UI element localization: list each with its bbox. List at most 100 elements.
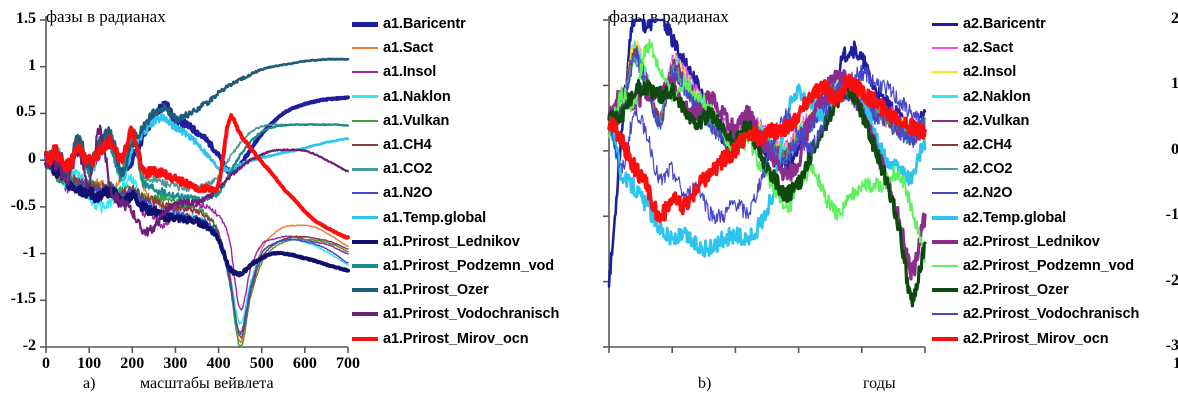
legend-item-label: a1.CH4 — [383, 137, 432, 154]
y-axis-tick-label: -1 — [22, 243, 36, 261]
legend-color-swatch — [932, 336, 958, 341]
panel-b-xlabel: годы — [863, 375, 896, 392]
legend-item-label: a1.Prirost_Ozer — [383, 282, 489, 299]
legend-item-label: a1.Naklon — [383, 88, 451, 105]
legend-item-label: a1.Prirost_Podzemn_vod — [383, 257, 555, 274]
legend-item[interactable]: a2.Prirost_Mirov_ocn — [932, 326, 1139, 350]
legend-item[interactable]: a1.Prirost_Vodochranisch — [352, 302, 559, 326]
series-line — [608, 63, 926, 225]
x-axis-tick-label: 400 — [206, 355, 231, 372]
legend-item[interactable]: a2.Temp.global — [932, 206, 1139, 230]
legend-item[interactable]: a2.N2O — [932, 181, 1139, 205]
legend-item[interactable]: a1.Sact — [352, 36, 559, 60]
legend-color-swatch — [932, 22, 958, 26]
legend-color-swatch — [352, 336, 378, 341]
legend-item-label: a2.CH4 — [963, 137, 1012, 154]
legend-item[interactable]: a1.CH4 — [352, 133, 559, 157]
y-axis-tick-label: 1.5 — [16, 10, 36, 27]
legend-item[interactable]: a2.Prirost_Podzemn_vod — [932, 254, 1139, 278]
legend-item[interactable]: a2.CH4 — [932, 133, 1139, 157]
legend-item-label: a1.Prirost_Mirov_ocn — [383, 330, 529, 347]
legend-color-swatch — [932, 313, 958, 316]
y-axis-tick-label: 1 — [28, 56, 36, 74]
legend-item-label: a1.Temp.global — [383, 209, 487, 226]
x-axis-tick-label: 600 — [292, 355, 317, 372]
legend-color-swatch — [352, 144, 378, 147]
legend-item[interactable]: a1.CO2 — [352, 157, 559, 181]
legend-color-swatch — [352, 192, 378, 195]
legend-item[interactable]: a2.Prirost_Vodochranisch — [932, 302, 1139, 326]
series-line — [607, 73, 927, 223]
legend-color-swatch — [932, 95, 958, 99]
y-axis-tick-label: 0 — [1171, 140, 1178, 158]
x-axis-tick-label: 200 — [120, 355, 145, 372]
legend-color-swatch — [352, 239, 378, 244]
legend-item-label: a1.Baricentr — [383, 16, 466, 33]
x-axis-tick-label: 1900 — [1173, 355, 1178, 372]
legend-item-label: a1.Prirost_Vodochranisch — [383, 306, 560, 323]
legend-color-swatch — [932, 239, 958, 244]
legend-item-label: a2.Naklon — [963, 88, 1031, 105]
legend-item-label: a2.Vulkan — [963, 112, 1030, 129]
legend-item-label: a1.Sact — [383, 40, 434, 57]
panel-a-caption: a) — [83, 375, 96, 392]
y-axis-tick-label: -3 — [1165, 337, 1178, 354]
x-axis-tick-label: 300 — [163, 355, 188, 372]
y-axis-tick-label: -2 — [1165, 271, 1178, 289]
panel-b: фазы в радианах годы b) a2.Baricentr a2.S… — [580, 0, 1178, 406]
y-axis-tick-label: -1.5 — [10, 290, 36, 308]
legend-item[interactable]: a2.Baricentr — [932, 12, 1139, 36]
panel-b-legend: a2.Baricentr a2.Sact a2.Insol a2.Naklon a2.V… — [932, 12, 1139, 351]
legend-item[interactable]: a1.Temp.global — [352, 206, 559, 230]
panel-a-xlabel: масштабы вейвлета — [140, 375, 274, 392]
x-axis-tick-label: 100 — [77, 355, 102, 372]
panel-a: фазы в радианах масштабы вейвлета a) a1.… — [0, 0, 580, 406]
y-axis-tick-label: 0.5 — [16, 103, 36, 121]
legend-item[interactable]: a2.CO2 — [932, 157, 1139, 181]
legend-color-swatch — [932, 288, 958, 293]
legend-item[interactable]: a1.Prirost_Podzemn_vod — [352, 254, 559, 278]
panel-a-plot — [40, 16, 350, 353]
legend-color-swatch — [932, 264, 958, 267]
legend-item-label: a2.CO2 — [963, 161, 1013, 178]
legend-item-label: a1.Vulkan — [383, 112, 450, 129]
legend-item[interactable]: a2.Sact — [932, 36, 1139, 60]
legend-item-label: a2.Prirost_Lednikov — [963, 233, 1100, 250]
legend-item[interactable]: a1.Insol — [352, 60, 559, 84]
legend-item[interactable]: a1.N2O — [352, 181, 559, 205]
panel-b-plot — [603, 16, 927, 353]
legend-color-swatch — [932, 71, 958, 74]
legend-item[interactable]: a2.Naklon — [932, 85, 1139, 109]
legend-item-label: a2.Sact — [963, 40, 1014, 57]
legend-item[interactable]: a1.Vulkan — [352, 109, 559, 133]
legend-item-label: a2.Prirost_Podzemn_vod — [963, 257, 1135, 274]
legend-color-swatch — [352, 21, 378, 27]
y-axis-tick-label: 1 — [1171, 75, 1178, 93]
legend-item-label: a2.Prirost_Mirov_ocn — [963, 330, 1109, 347]
legend-item-label: a1.Prirost_Lednikov — [383, 233, 520, 250]
series-line — [44, 154, 350, 278]
legend-item-label: a2.Insol — [963, 64, 1017, 81]
legend-item-label: a2.Baricentr — [963, 16, 1046, 33]
legend-item[interactable]: a2.Prirost_Ozer — [932, 278, 1139, 302]
series-line — [44, 113, 350, 240]
legend-item[interactable]: a1.Prirost_Mirov_ocn — [352, 326, 559, 350]
legend-color-swatch — [932, 144, 958, 147]
legend-item-label: a1.Insol — [383, 64, 437, 81]
legend-item[interactable]: a1.Naklon — [352, 85, 559, 109]
legend-color-swatch — [352, 288, 378, 293]
panel-b-caption: b) — [698, 375, 712, 392]
legend-color-swatch — [932, 119, 958, 122]
legend-item[interactable]: a2.Prirost_Lednikov — [932, 230, 1139, 254]
legend-color-swatch — [352, 95, 378, 99]
legend-item[interactable]: a1.Prirost_Ozer — [352, 278, 559, 302]
legend-item[interactable]: a2.Insol — [932, 60, 1139, 84]
legend-item[interactable]: a1.Prirost_Lednikov — [352, 230, 559, 254]
series-line — [45, 154, 349, 339]
legend-item[interactable]: a2.Vulkan — [932, 109, 1139, 133]
legend-item-label: a2.Prirost_Vodochranisch — [963, 306, 1140, 323]
legend-color-swatch — [352, 216, 378, 220]
legend-item[interactable]: a1.Baricentr — [352, 12, 559, 36]
legend-color-swatch — [932, 168, 958, 171]
legend-item-label: a2.N2O — [963, 185, 1013, 202]
